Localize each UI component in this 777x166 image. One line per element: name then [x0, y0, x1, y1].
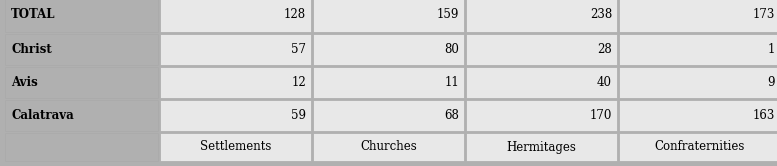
Text: 159: 159 [437, 8, 459, 21]
Bar [160, 67, 311, 98]
Text: 170: 170 [590, 109, 612, 122]
Bar [619, 0, 777, 32]
Bar [313, 133, 464, 161]
Text: 163: 163 [753, 109, 775, 122]
Bar [5, 67, 158, 98]
Bar [466, 34, 617, 65]
Text: 59: 59 [291, 109, 306, 122]
Text: TOTAL: TOTAL [11, 8, 55, 21]
Bar [5, 100, 158, 131]
Bar [466, 0, 617, 32]
Text: 238: 238 [590, 8, 612, 21]
Text: Calatrava: Calatrava [11, 109, 74, 122]
Text: 12: 12 [291, 76, 306, 89]
Text: 9: 9 [768, 76, 775, 89]
Bar [466, 133, 617, 161]
Text: Settlements: Settlements [200, 140, 271, 154]
Bar [313, 0, 464, 32]
Bar [160, 100, 311, 131]
Text: 28: 28 [598, 43, 612, 56]
Bar [619, 34, 777, 65]
Bar [619, 100, 777, 131]
Bar [5, 0, 158, 32]
Text: 11: 11 [444, 76, 459, 89]
Bar [313, 100, 464, 131]
Bar [466, 67, 617, 98]
Text: 1: 1 [768, 43, 775, 56]
Bar [5, 133, 158, 161]
Text: Churches: Churches [360, 140, 417, 154]
Bar [466, 100, 617, 131]
Bar [160, 0, 311, 32]
Text: 173: 173 [753, 8, 775, 21]
Text: 40: 40 [597, 76, 612, 89]
Bar [160, 34, 311, 65]
Text: 68: 68 [444, 109, 459, 122]
Text: 80: 80 [444, 43, 459, 56]
Bar [313, 34, 464, 65]
Bar [619, 133, 777, 161]
Text: Christ: Christ [11, 43, 52, 56]
Text: Avis: Avis [11, 76, 38, 89]
Bar [5, 34, 158, 65]
Text: 128: 128 [284, 8, 306, 21]
Bar [160, 133, 311, 161]
Text: 57: 57 [291, 43, 306, 56]
Text: Confraternities: Confraternities [654, 140, 744, 154]
Text: Hermitages: Hermitages [507, 140, 577, 154]
Bar [619, 67, 777, 98]
Bar [313, 67, 464, 98]
